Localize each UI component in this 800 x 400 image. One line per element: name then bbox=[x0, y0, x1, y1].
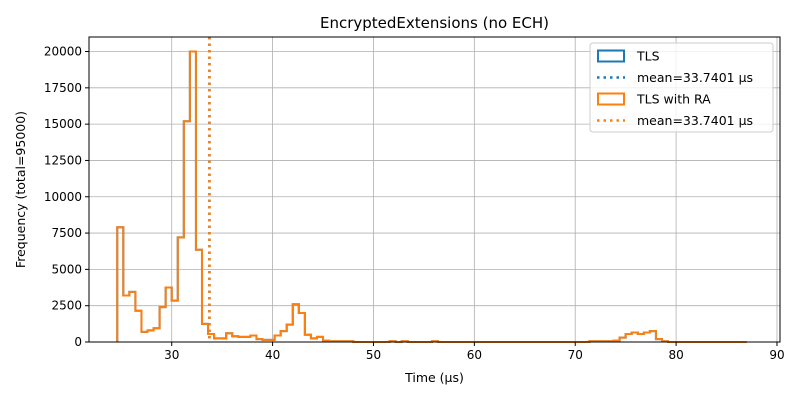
legend-label: TLS bbox=[636, 49, 660, 64]
x-tick-label: 90 bbox=[769, 348, 784, 362]
x-tick-label: 60 bbox=[467, 348, 482, 362]
x-axis-label: Time (µs) bbox=[404, 370, 464, 385]
y-tick-label: 12500 bbox=[44, 153, 82, 167]
x-tick-label: 50 bbox=[366, 348, 381, 362]
y-axis-label: Frequency (total=95000) bbox=[13, 111, 28, 268]
y-tick-label: 7500 bbox=[51, 226, 82, 240]
x-tick-label: 30 bbox=[164, 348, 179, 362]
x-tick-label: 80 bbox=[668, 348, 683, 362]
legend-box bbox=[589, 42, 774, 133]
x-tick-label: 70 bbox=[568, 348, 583, 362]
y-tick-label: 17500 bbox=[44, 81, 82, 95]
y-tick-label: 0 bbox=[74, 335, 82, 349]
legend: TLS mean=33.7401 µs TLS with RA mean=33.740… bbox=[589, 42, 774, 133]
y-tick-label: 5000 bbox=[51, 262, 82, 276]
y-tick-label: 2500 bbox=[51, 299, 82, 313]
legend-label: mean=33.7401 µs bbox=[637, 70, 753, 85]
chart-title: EncryptedExtensions (no ECH) bbox=[320, 14, 549, 32]
y-tick-label: 15000 bbox=[44, 117, 82, 131]
axis-ticks: 30 40 50 60 70 80 90 0 2500 5000 7500 10000 12500 150… bbox=[44, 45, 785, 362]
legend-swatch-patch bbox=[597, 92, 625, 106]
y-tick-label: 10000 bbox=[44, 190, 82, 204]
legend-label: TLS with RA bbox=[636, 92, 711, 107]
plot-frame bbox=[88, 36, 781, 343]
x-tick-label: 40 bbox=[265, 348, 280, 362]
legend-swatch-patch bbox=[597, 49, 625, 63]
y-tick-label: 20000 bbox=[44, 45, 82, 59]
legend-label: mean=33.7401 µs bbox=[637, 113, 753, 128]
